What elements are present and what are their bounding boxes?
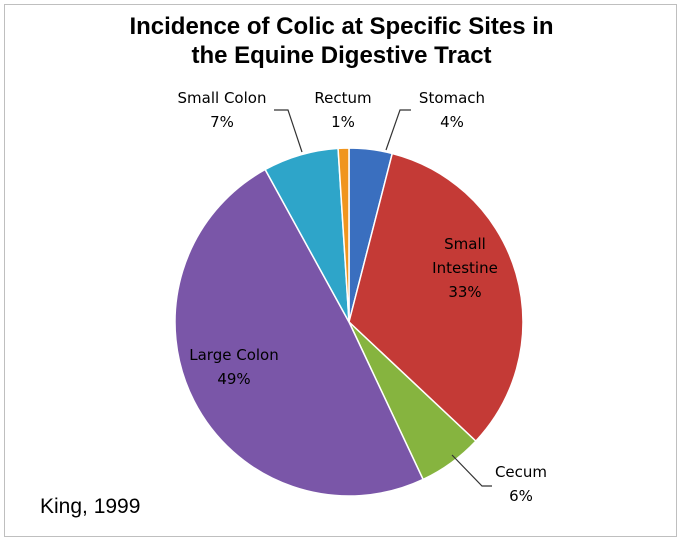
chart-title: Incidence of Colic at Specific Sites in … — [0, 12, 683, 70]
slice-name-large-colon: Large Colon — [189, 346, 278, 364]
slice-value-large-colon: 49% — [217, 370, 250, 388]
data-label-large-colon: Large Colon 49% — [189, 346, 278, 388]
slice-name-small-intestine: Small — [444, 235, 486, 253]
source-citation: King, 1999 — [40, 495, 141, 518]
data-label-rectum: Rectum 1% — [314, 89, 371, 131]
slice-name-stomach: Stomach — [419, 89, 485, 107]
chart-title-line-1: Incidence of Colic at Specific Sites in — [129, 13, 554, 40]
leader-line-cecum — [451, 454, 492, 487]
slice-name-small-colon: Small Colon — [178, 89, 267, 107]
slice-value-small-colon: 7% — [210, 113, 234, 131]
data-label-cecum: Cecum 6% — [495, 463, 547, 505]
slice-name-small-intestine: Intestine — [432, 259, 498, 277]
slice-value-small-intestine: 33% — [448, 283, 481, 301]
pie-slice-large-colon — [174, 168, 425, 497]
pie-slice-small-intestine — [348, 152, 524, 443]
slice-value-rectum: 1% — [331, 113, 355, 131]
slice-name-cecum: Cecum — [495, 463, 547, 481]
chart-title-line-2: the Equine Digestive Tract — [191, 42, 492, 69]
data-label-small-colon: Small Colon 7% — [178, 89, 267, 131]
slice-name-rectum: Rectum — [314, 89, 371, 107]
pie-slice-rectum — [337, 147, 350, 323]
leader-line-small-colon — [274, 109, 303, 153]
slice-value-cecum: 6% — [509, 487, 533, 505]
data-label-small-intestine: Small Intestine 33% — [432, 235, 498, 301]
leader-line-stomach — [385, 109, 411, 151]
slice-value-stomach: 4% — [440, 113, 464, 131]
data-label-stomach: Stomach 4% — [419, 89, 485, 131]
